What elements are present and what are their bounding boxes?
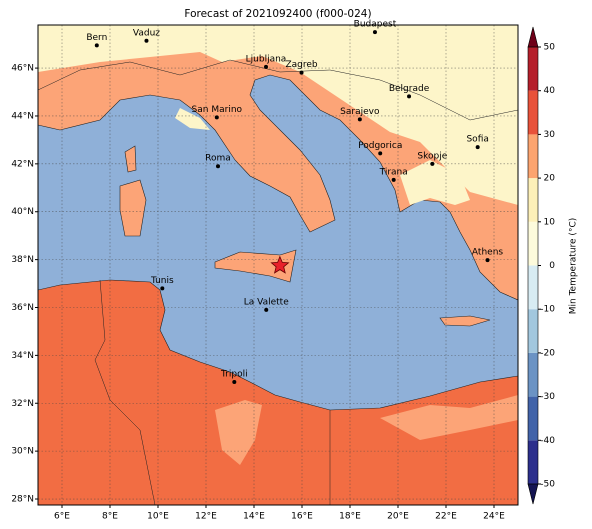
city-dot <box>144 38 149 43</box>
x-tick-label: 14°E <box>243 512 265 522</box>
colorbar-tick-label: 40 <box>544 86 556 96</box>
colorbar-label: Min Temperature (°C) <box>569 218 579 315</box>
city-label: Sarajevo <box>340 107 380 117</box>
cool-land <box>400 160 470 205</box>
y-tick-label: 30°N <box>11 447 34 457</box>
sardinia <box>119 179 147 237</box>
colorbar-under <box>527 483 539 505</box>
y-tick-label: 28°N <box>11 495 34 505</box>
city-dot <box>214 115 219 120</box>
y-tick-label: 46°N <box>11 64 34 74</box>
city-dot <box>475 145 480 150</box>
colorbar-over <box>527 26 539 48</box>
x-tick-label: 6°E <box>54 512 70 522</box>
colorbar-tick-label: 30 <box>544 130 556 140</box>
city-label: Podgorica <box>358 141 402 151</box>
city-dot <box>430 161 435 166</box>
city-dot <box>372 30 377 35</box>
colorbar-tick-label: 50 <box>544 43 556 53</box>
city-dot <box>378 151 383 156</box>
city-label: Bern <box>86 33 107 43</box>
y-tick-label: 38°N <box>11 255 34 265</box>
city-label: Tripoli <box>220 369 248 379</box>
city-label: La Valette <box>244 297 289 307</box>
city-label: Athens <box>472 248 503 258</box>
city-dot <box>407 94 412 99</box>
colorbar-band <box>528 90 538 135</box>
y-tick-label: 44°N <box>11 111 34 121</box>
city-label: Zagreb <box>285 60 317 70</box>
y-tick-label: 34°N <box>11 351 34 361</box>
city-label: San Marino <box>192 105 243 115</box>
event-marker <box>270 255 290 274</box>
x-tick-label: 10°E <box>147 512 169 522</box>
warm-patch <box>215 400 262 465</box>
city-label: Belgrade <box>389 84 430 94</box>
city-dot <box>264 307 269 312</box>
colorbar: -50 -40 -30 -20 -10 0 10 20 30 40 50 <box>527 26 556 505</box>
x-tick-label: 12°E <box>195 512 217 522</box>
cool-land <box>38 25 518 205</box>
city-dot <box>391 177 396 182</box>
colorbar-band <box>528 309 538 353</box>
colorbar-tick-label: -10 <box>540 305 555 315</box>
city-dot <box>94 43 99 48</box>
city-label: Tirana <box>379 167 408 177</box>
colorbar-band <box>528 134 538 179</box>
colorbar-band <box>528 178 538 222</box>
map-frame <box>37 24 519 506</box>
city-label: Ljubljana <box>246 54 287 64</box>
x-tick-label: 20°E <box>387 512 409 522</box>
city-dot <box>160 286 165 291</box>
city-dot <box>299 70 304 75</box>
x-tick-label: 18°E <box>339 512 361 522</box>
colorbar-tick-label: 10 <box>544 217 556 227</box>
x-tick-label: 24°E <box>483 512 505 522</box>
y-tick-label: 32°N <box>11 399 34 409</box>
city-label: Sofia <box>466 135 488 145</box>
city-label: Skopje <box>417 151 447 161</box>
colorbar-tick-label: -30 <box>540 392 555 402</box>
city-dot <box>264 64 268 69</box>
colorbar-band <box>528 47 538 91</box>
colorbar-band <box>528 396 538 441</box>
sicily <box>214 249 297 283</box>
city-label: Vaduz <box>133 28 160 38</box>
cool-land <box>175 108 210 130</box>
colorbar-tick-label: -50 <box>540 480 555 490</box>
warm-patch <box>380 395 518 440</box>
x-tick-label: 8°E <box>102 512 118 522</box>
colorbar-tick-label: -20 <box>540 348 555 358</box>
border <box>38 59 518 121</box>
y-tick-label: 36°N <box>11 303 34 313</box>
x-tick-label: 22°E <box>435 512 457 522</box>
city-dot <box>232 379 237 384</box>
y-tick-label: 42°N <box>11 159 34 169</box>
city-label: Roma <box>205 154 231 164</box>
colorbar-band <box>528 440 538 484</box>
title: Forecast of 2021092400 (f000-024) <box>184 8 371 20</box>
corsica <box>124 145 137 173</box>
colorbar-tick-label: 0 <box>549 261 555 271</box>
y-tick-label: 40°N <box>11 207 34 217</box>
colorbar-band <box>528 352 538 397</box>
city-dot <box>216 164 220 169</box>
city-label: Tunis <box>150 276 174 286</box>
colorbar-band <box>528 221 538 266</box>
colorbar-tick-label: 20 <box>544 174 556 184</box>
border <box>94 279 156 505</box>
crete <box>439 315 491 327</box>
colorbar-tick-label: -40 <box>540 436 555 446</box>
city-dot <box>485 258 490 263</box>
x-tick-label: 16°E <box>291 512 313 522</box>
map <box>38 25 518 505</box>
colorbar-band <box>528 265 538 310</box>
grid: 6°E 8°E 10°E 12°E 14°E 16°E 18°E 20°E 22°E 24°E 28… <box>11 25 518 522</box>
city-dot <box>357 117 362 122</box>
